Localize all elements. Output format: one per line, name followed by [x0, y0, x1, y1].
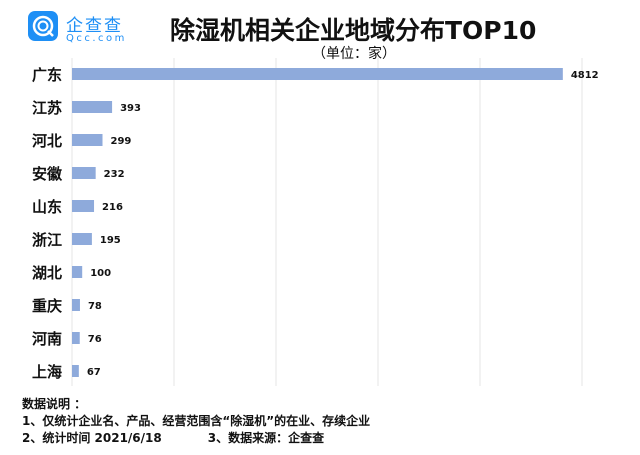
- data-label: 393: [120, 103, 141, 114]
- bar: [72, 266, 83, 278]
- data-label: 76: [88, 334, 102, 345]
- bar: [72, 68, 563, 80]
- notes-heading: 数据说明 ：: [22, 397, 87, 411]
- bar: [72, 299, 80, 311]
- chart-title: 除湿机相关企业地域分布TOP10: [170, 16, 537, 45]
- category-label: 安徽: [32, 165, 63, 183]
- category-label: 山东: [32, 198, 62, 216]
- category-label: 河北: [32, 132, 62, 150]
- notes-date: 2、统计时间 2021/6/18: [22, 431, 162, 445]
- data-label: 67: [87, 367, 101, 378]
- bar: [72, 200, 95, 212]
- category-label: 上海: [32, 363, 62, 381]
- bar: [72, 233, 92, 245]
- data-label: 232: [104, 169, 125, 180]
- notes-line-1: 1、仅统计企业名、产品、经营范围含“除湿机”的在业、存续企业: [22, 414, 371, 428]
- data-label: 78: [88, 301, 102, 312]
- bar: [72, 101, 113, 113]
- data-notes: 数据说明 ： 1、仅统计企业名、产品、经营范围含“除湿机”的在业、存续企业 2、…: [22, 396, 370, 447]
- data-label: 216: [102, 202, 123, 213]
- bar: [72, 134, 103, 146]
- category-label: 湖北: [32, 264, 62, 282]
- notes-line-2: 2、统计时间 2021/6/18 3、数据来源：企查查: [22, 430, 370, 447]
- category-label: 广东: [32, 66, 62, 84]
- category-label: 江苏: [32, 99, 62, 117]
- data-label: 299: [110, 136, 131, 147]
- qcc-logo-icon: [28, 11, 58, 41]
- category-label: 重庆: [32, 297, 62, 315]
- notes-source: 3、数据来源：企查查: [207, 431, 325, 445]
- bar: [72, 332, 80, 344]
- bar: [72, 365, 79, 377]
- category-label: 浙江: [32, 231, 62, 249]
- data-label: 4812: [571, 70, 599, 81]
- bar: [72, 167, 96, 179]
- logo-text: 企查查: [66, 16, 123, 36]
- logo-subtext: Qcc.com: [66, 33, 127, 44]
- chart-subtitle: （单位：家）: [312, 46, 396, 62]
- data-label: 195: [100, 235, 121, 246]
- data-label: 100: [90, 268, 111, 279]
- category-label: 河南: [32, 330, 62, 348]
